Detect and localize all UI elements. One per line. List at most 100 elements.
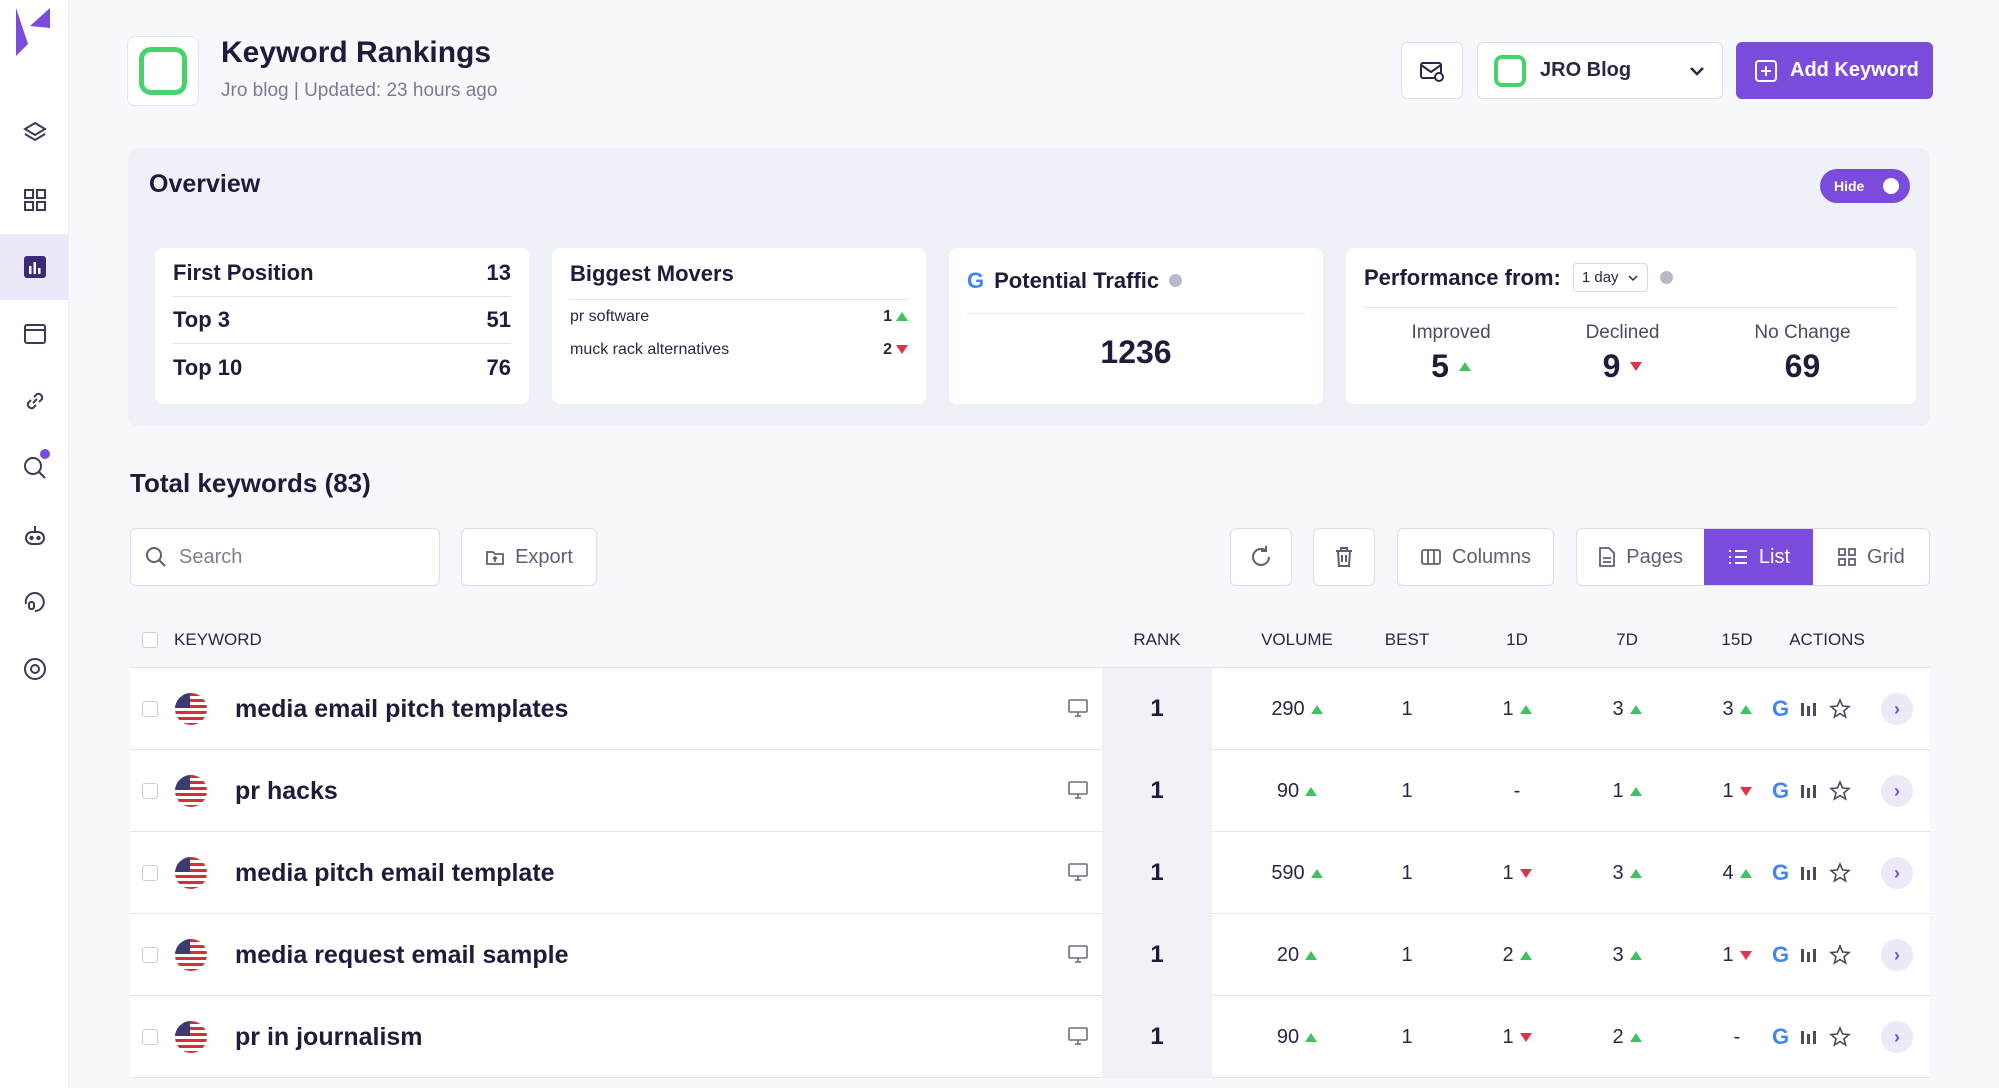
header-1d[interactable]: 1D	[1506, 630, 1528, 649]
info-icon[interactable]	[1169, 274, 1183, 287]
headset-icon	[24, 592, 45, 612]
list-view-button[interactable]: List	[1704, 529, 1813, 585]
brand-logo[interactable]	[14, 6, 54, 58]
1d-value: 1	[1502, 1025, 1514, 1048]
star-icon[interactable]	[1829, 944, 1852, 966]
15d-value: 1	[1722, 943, 1734, 966]
bar-chart-icon[interactable]	[1799, 700, 1819, 718]
1d-value: -	[1513, 779, 1521, 802]
table-row[interactable]: pr hacks 1 90 1 - 1 1 G ›	[130, 750, 1930, 832]
7d-cell: 3	[1572, 832, 1682, 914]
google-icon[interactable]: G	[1772, 860, 1790, 885]
volume-value: 290	[1271, 697, 1305, 720]
hide-overview-toggle[interactable]: Hide	[1820, 169, 1910, 203]
bar-chart-icon[interactable]	[1799, 782, 1819, 800]
best-cell: 1	[1352, 668, 1462, 750]
row-details-button[interactable]: ›	[1881, 1021, 1913, 1053]
performance-period-select[interactable]: 1 day	[1572, 263, 1648, 292]
table-body: media email pitch templates 1 290 1 1 3 …	[130, 668, 1930, 1078]
delete-button[interactable]	[1313, 528, 1375, 586]
row-checkbox[interactable]	[142, 947, 158, 963]
table-row[interactable]: pr in journalism 1 90 1 1 2 - G ›	[130, 996, 1930, 1078]
mover-item[interactable]: muck rack alternatives 2	[570, 333, 908, 366]
arrow-up-icon	[1519, 704, 1532, 714]
arrow-up-icon	[1629, 950, 1642, 960]
search-input[interactable]: Search	[130, 528, 440, 586]
add-keyword-button[interactable]: Add Keyword	[1736, 42, 1933, 99]
header-15d[interactable]: 15D	[1721, 630, 1753, 649]
sidebar-item-rankings[interactable]	[0, 234, 69, 300]
header-7d[interactable]: 7D	[1616, 630, 1638, 649]
trash-icon	[1336, 547, 1352, 567]
header-keyword[interactable]: KEYWORD	[174, 630, 262, 649]
7d-value: 1	[1612, 779, 1624, 802]
project-select[interactable]: JRO Blog	[1477, 42, 1723, 99]
star-icon[interactable]	[1829, 862, 1852, 884]
table-row[interactable]: media email pitch templates 1 290 1 1 3 …	[130, 668, 1930, 750]
sidebar-item-links[interactable]	[0, 368, 69, 434]
1d-cell: 1	[1462, 996, 1572, 1078]
mover-item[interactable]: pr software 1	[570, 300, 908, 333]
sidebar-item-support[interactable]	[0, 569, 69, 635]
keyword-text[interactable]: media pitch email template	[235, 858, 555, 887]
7d-cell: 2	[1572, 996, 1682, 1078]
rank-value: 1	[1102, 668, 1212, 750]
header-volume[interactable]: VOLUME	[1261, 630, 1333, 649]
7d-cell: 1	[1572, 750, 1682, 832]
row-details-button[interactable]: ›	[1881, 693, 1913, 725]
export-button[interactable]: Export	[461, 528, 597, 586]
star-icon[interactable]	[1829, 698, 1852, 720]
pages-view-button[interactable]: Pages	[1577, 529, 1704, 585]
row-checkbox[interactable]	[142, 865, 158, 881]
header-rank[interactable]: RANK	[1133, 630, 1181, 649]
google-icon[interactable]: G	[1772, 778, 1790, 803]
7d-value: 3	[1612, 697, 1624, 720]
row-details-button[interactable]: ›	[1881, 775, 1913, 807]
1d-cell: 1	[1462, 832, 1572, 914]
star-icon[interactable]	[1829, 1026, 1852, 1048]
mover-keyword: muck rack alternatives	[570, 340, 730, 358]
sidebar-item-layers[interactable]	[0, 100, 69, 166]
sidebar-item-dashboard[interactable]	[0, 167, 69, 233]
google-icon[interactable]: G	[1772, 696, 1790, 721]
keyword-text[interactable]: pr hacks	[235, 776, 338, 805]
sidebar-item-settings[interactable]	[0, 636, 69, 702]
arrow-up-icon	[1305, 950, 1318, 960]
volume-cell: 90	[1242, 996, 1352, 1078]
keyword-text[interactable]: media request email sample	[235, 940, 569, 969]
keyword-text[interactable]: pr in journalism	[235, 1022, 423, 1051]
bar-chart-icon[interactable]	[1799, 946, 1819, 964]
link-icon	[26, 392, 43, 410]
info-icon[interactable]	[1659, 271, 1673, 284]
period-value: 1 day	[1581, 269, 1619, 286]
row-checkbox[interactable]	[142, 783, 158, 799]
grid-view-button[interactable]: Grid	[1813, 529, 1929, 585]
columns-button[interactable]: Columns	[1397, 528, 1554, 586]
nochange-label: No Change	[1754, 322, 1851, 343]
table-row[interactable]: media request email sample 1 20 1 2 3 1 …	[130, 914, 1930, 996]
performance-card: Performance from: 1 day Improved 5 Decli…	[1346, 248, 1916, 404]
sidebar-item-browser[interactable]	[0, 301, 69, 367]
google-icon[interactable]: G	[1772, 1024, 1790, 1049]
volume-value: 90	[1276, 1025, 1300, 1048]
row-details-button[interactable]: ›	[1881, 939, 1913, 971]
row-details-button[interactable]: ›	[1881, 857, 1913, 889]
keyword-text[interactable]: media email pitch templates	[235, 694, 569, 723]
row-checkbox[interactable]	[142, 1029, 158, 1045]
bar-chart-icon[interactable]	[1799, 1028, 1819, 1046]
star-icon[interactable]	[1829, 780, 1852, 802]
row-checkbox[interactable]	[142, 701, 158, 717]
sidebar-item-search[interactable]	[0, 435, 69, 501]
list-icon	[1728, 550, 1747, 564]
email-settings-button[interactable]	[1401, 42, 1463, 99]
position-value: 13	[486, 260, 511, 285]
table-row[interactable]: media pitch email template 1 590 1 1 3 4…	[130, 832, 1930, 914]
bar-chart-icon[interactable]	[1799, 864, 1819, 882]
google-icon[interactable]: G	[1772, 942, 1790, 967]
document-icon	[1599, 547, 1616, 567]
refresh-button[interactable]	[1230, 528, 1292, 586]
sidebar-item-bot[interactable]	[0, 502, 69, 568]
select-all-checkbox[interactable]	[142, 632, 158, 648]
header-best[interactable]: BEST	[1384, 630, 1430, 649]
us-flag-icon	[175, 693, 207, 725]
